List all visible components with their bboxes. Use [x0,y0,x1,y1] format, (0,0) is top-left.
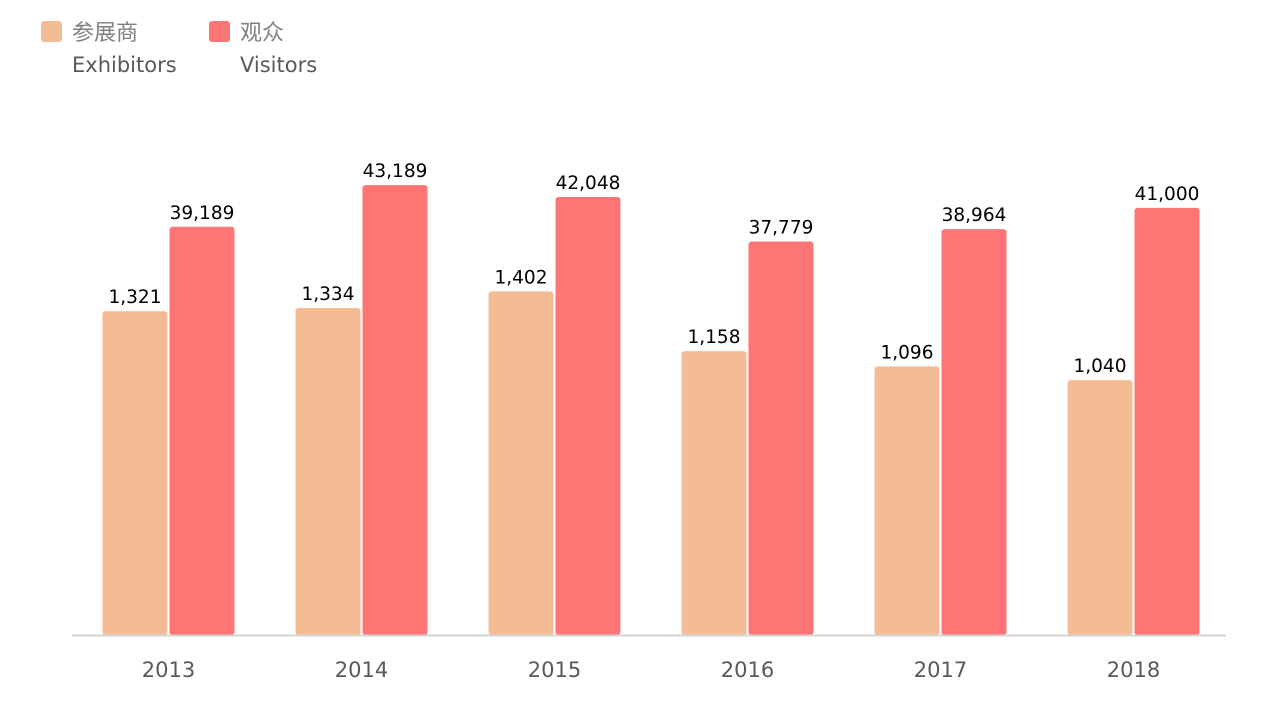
bar-visitors-2018 [1134,207,1200,635]
bar-exhibitors-2017 [874,366,940,635]
legend-label-visitors-en: Visitors [240,53,317,77]
data-label-visitors-2014: 43,189 [363,161,428,182]
data-label-visitors-2015: 42,048 [556,173,621,194]
bar-exhibitors-2018 [1067,380,1133,635]
data-label-exhibitors-2013: 1,321 [109,287,162,308]
data-label-visitors-2018: 41,000 [1135,184,1200,205]
data-label-exhibitors-2015: 1,402 [495,267,548,288]
x-tick-label-2017: 2017 [914,658,967,682]
data-label-visitors-2016: 37,779 [749,217,814,238]
bar-exhibitors-2013 [102,311,168,635]
data-label-visitors-2017: 38,964 [942,205,1007,226]
bar-visitors-2016 [748,241,814,635]
x-tick-label-2013: 2013 [142,658,195,682]
data-label-exhibitors-2014: 1,334 [302,284,355,305]
x-tick-label-2016: 2016 [721,658,774,682]
x-tick-label-2014: 2014 [335,658,388,682]
legend: 参展商 Exhibitors 观众 Visitors [41,21,317,77]
legend-label-exhibitors-cn: 参展商 [72,21,138,46]
data-label-visitors-2013: 39,189 [170,203,235,224]
legend-item-visitors: 观众 Visitors [209,21,317,77]
data-label-exhibitors-2017: 1,096 [881,342,934,363]
legend-item-exhibitors: 参展商 Exhibitors [41,21,177,77]
legend-swatch-visitors [209,21,230,42]
bar-visitors-2013 [169,226,235,635]
bar-visitors-2017 [941,229,1007,635]
bar-visitors-2015 [555,197,621,635]
legend-label-visitors-cn: 观众 [240,21,284,46]
bar-exhibitors-2014 [295,308,361,635]
bar-exhibitors-2015 [488,291,554,635]
data-label-exhibitors-2018: 1,040 [1074,356,1127,377]
bar-visitors-2014 [362,185,428,636]
x-tick-label-2018: 2018 [1107,658,1160,682]
plot-area: 1,321 39,189 2013 1,334 43,189 2014 1,402 42,04… [72,161,1226,682]
data-label-exhibitors-2016: 1,158 [688,327,741,348]
legend-swatch-exhibitors [41,21,62,42]
x-tick-label-2015: 2015 [528,658,581,682]
legend-label-exhibitors-en: Exhibitors [72,53,177,77]
bar-exhibitors-2016 [681,351,747,635]
